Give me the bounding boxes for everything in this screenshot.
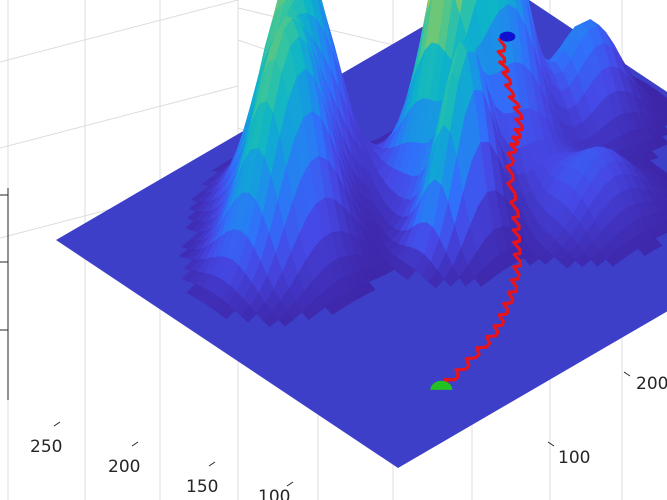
markers xyxy=(430,31,516,390)
surface-cell xyxy=(637,242,654,256)
y-axis-tick xyxy=(623,371,631,377)
surface-cell xyxy=(301,303,318,321)
surface-cell xyxy=(605,251,622,267)
y-tick-label: 200 xyxy=(636,374,667,394)
goal-marker xyxy=(430,380,453,390)
path-line xyxy=(439,36,524,388)
grid-line-wall xyxy=(0,85,239,149)
x-axis-tick xyxy=(131,441,139,447)
tick-labels: 100 150 200 250 100 200 xyxy=(30,371,667,500)
surface-cell xyxy=(400,265,417,281)
surface-cell xyxy=(590,251,607,267)
surface-cell xyxy=(560,253,577,269)
surface-cell xyxy=(262,311,279,328)
surface-cell xyxy=(219,304,236,320)
surface-cell xyxy=(443,265,460,287)
surface-cell xyxy=(325,300,342,315)
x-axis-tick xyxy=(208,461,216,467)
surface-cell xyxy=(473,269,490,287)
surface-cell xyxy=(458,265,475,287)
surface-cell xyxy=(523,251,540,266)
y-tick-label: 100 xyxy=(558,448,590,468)
path-series xyxy=(439,36,524,388)
x-tick-label: 150 xyxy=(186,477,218,497)
surface-cell xyxy=(538,250,555,265)
surface-cell xyxy=(575,251,592,268)
y-axis-tick xyxy=(547,441,555,447)
surface-cell xyxy=(241,306,258,323)
x-axis-tick xyxy=(286,481,294,487)
x-tick-label: 100 xyxy=(258,487,290,500)
x-axis-tick xyxy=(53,421,61,427)
grid-line-wall xyxy=(0,0,239,63)
x-tick-label: 200 xyxy=(108,457,140,477)
start-marker xyxy=(499,31,516,42)
surface-cell xyxy=(428,270,445,289)
x-tick-label: 250 xyxy=(30,437,62,457)
surface-cell xyxy=(277,310,294,327)
surface-mesh xyxy=(179,0,667,328)
